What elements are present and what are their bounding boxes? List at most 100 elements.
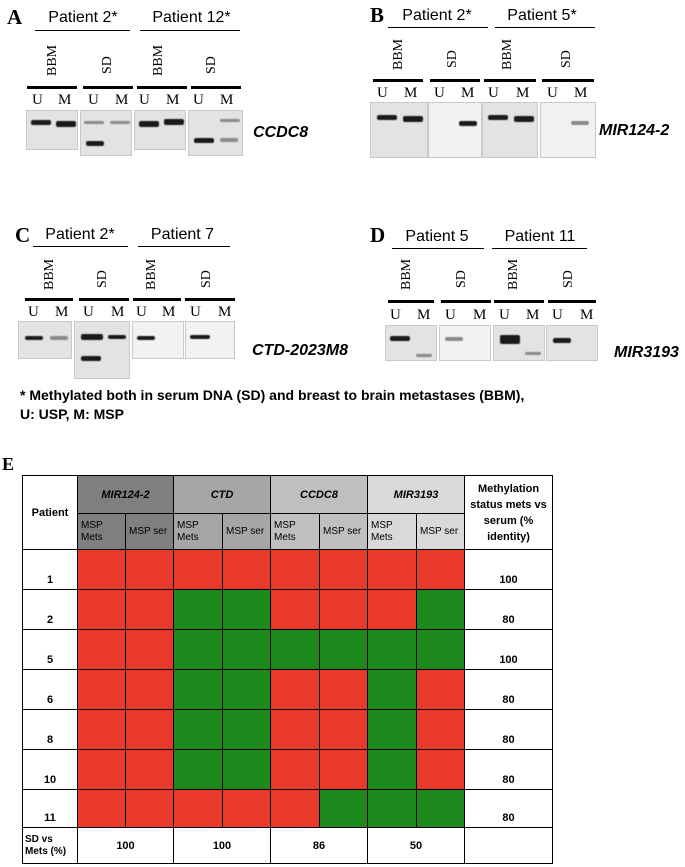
gel-band — [81, 334, 103, 340]
gel-band — [220, 138, 238, 142]
lane-bar — [388, 300, 434, 303]
methylated-cell — [222, 789, 271, 828]
gene-header: MIR124-2 — [77, 475, 174, 514]
u-label: U — [434, 85, 445, 101]
gene-header: CCDC8 — [270, 475, 368, 514]
panel-letter: D — [370, 223, 386, 247]
u-label: U — [499, 307, 510, 323]
sub-header: MSP Mets — [367, 513, 417, 550]
methylated-cell — [319, 749, 368, 790]
m-label: M — [417, 307, 431, 323]
patient-underline — [492, 248, 587, 249]
gel-band — [459, 121, 477, 126]
identity-value: 80 — [464, 669, 553, 710]
lane-label: BBM — [42, 258, 57, 290]
u-label: U — [445, 307, 456, 323]
gel-band — [84, 121, 104, 124]
m-label: M — [461, 85, 475, 101]
m-label: M — [574, 85, 588, 101]
methylated-cell — [270, 709, 320, 750]
footer-empty-cell — [464, 827, 553, 864]
unmethylated-cell — [173, 709, 223, 750]
lane-bar — [83, 86, 133, 89]
gel-band — [488, 115, 508, 120]
sub-header: MSP Mets — [270, 513, 320, 550]
unmethylated-cell — [173, 629, 223, 670]
methylated-cell — [125, 589, 174, 630]
unmethylated-cell — [222, 629, 271, 670]
u-label: U — [28, 304, 39, 320]
patient-underline — [140, 30, 240, 31]
methylated-cell — [77, 629, 126, 670]
methylated-cell — [319, 709, 368, 750]
gel-image — [385, 325, 437, 361]
methylated-cell — [416, 709, 465, 750]
u-label: U — [190, 304, 201, 320]
methylated-cell — [270, 669, 320, 710]
methylated-cell — [77, 669, 126, 710]
table-row: 6 80 — [22, 669, 553, 710]
table-body: Patient MIR124-2 CTD CCDC8 MIR3193 Methy… — [22, 475, 553, 864]
gel-image — [370, 102, 428, 158]
sub-header: MSP ser — [319, 513, 368, 550]
methylated-cell — [416, 749, 465, 790]
lane-bar — [185, 298, 235, 301]
patient-number: 5 — [22, 629, 78, 670]
patient-label: Patient 5* — [507, 7, 577, 24]
gel-image — [188, 110, 243, 156]
patient-label: Patient 11 — [504, 228, 576, 245]
unmethylated-cell — [367, 709, 417, 750]
gel-band — [553, 338, 571, 343]
patient-underline — [138, 246, 230, 247]
gel-image — [540, 102, 596, 158]
gel-band — [110, 121, 130, 124]
table-row: 1 100 — [22, 549, 553, 590]
gel-band — [571, 121, 589, 125]
gel-band — [86, 141, 104, 146]
gel-image — [482, 102, 538, 158]
lane-label: SD — [199, 270, 214, 288]
u-label: U — [136, 304, 147, 320]
gel-band — [377, 115, 397, 120]
methylated-cell — [77, 549, 126, 590]
table-row: 8 80 — [22, 709, 553, 750]
gel-band — [403, 116, 423, 122]
methylated-cell — [173, 549, 223, 590]
lane-bar — [25, 298, 73, 301]
patient-underline — [495, 27, 595, 28]
m-label: M — [218, 304, 232, 320]
patient-underline — [35, 30, 130, 31]
table-row: 11 80 — [22, 789, 553, 828]
patient-number: 10 — [22, 749, 78, 790]
unmethylated-cell — [319, 629, 368, 670]
m-label: M — [516, 85, 530, 101]
gene-label: MIR3193 — [614, 344, 679, 361]
footer-value: 50 — [367, 827, 465, 864]
lane-label: BBM — [399, 258, 414, 290]
identity-value: 100 — [464, 629, 553, 670]
gel-image — [439, 325, 491, 361]
sub-header: MSP ser — [416, 513, 465, 550]
identity-value: 100 — [464, 549, 553, 590]
methylated-cell — [125, 669, 174, 710]
lane-bar — [430, 79, 480, 82]
gel-band — [137, 336, 155, 340]
unmethylated-cell — [367, 749, 417, 790]
methylated-cell — [367, 589, 417, 630]
gel-band — [139, 121, 159, 127]
unmethylated-cell — [173, 669, 223, 710]
unmethylated-cell — [367, 629, 417, 670]
patient-header: Patient — [22, 475, 78, 550]
panel-letter: C — [15, 223, 31, 247]
lane-bar — [133, 298, 181, 301]
gene-label: CCDC8 — [253, 124, 309, 141]
patient-label: Patient 2* — [45, 226, 115, 243]
lane-label: SD — [445, 50, 460, 68]
m-label: M — [166, 92, 180, 108]
gel-band — [56, 121, 76, 127]
gene-header: MIR3193 — [367, 475, 465, 514]
u-label: U — [488, 85, 499, 101]
gel-band — [514, 116, 534, 122]
lane-bar — [27, 86, 77, 89]
gel-image — [80, 110, 132, 156]
